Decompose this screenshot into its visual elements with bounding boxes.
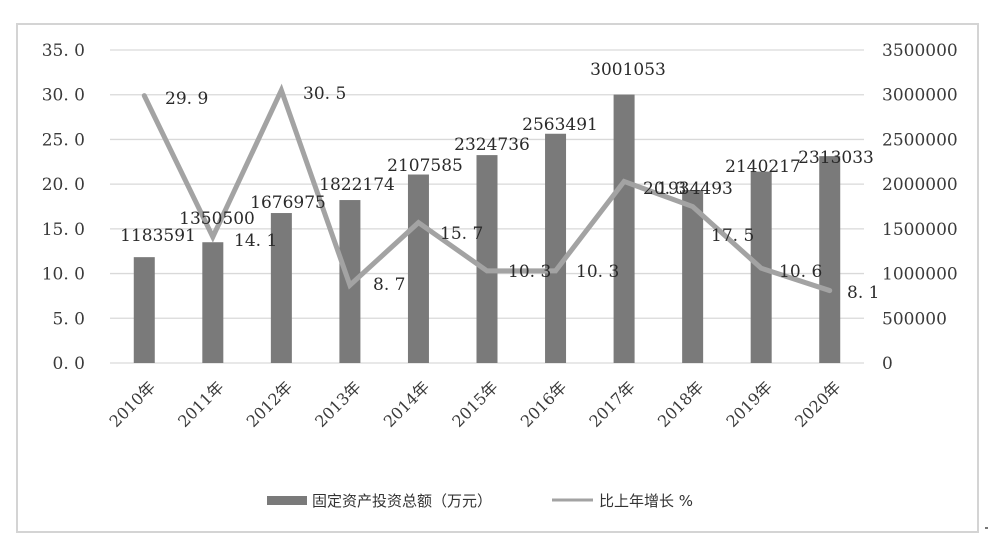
bar-value-label: 1934493 [657, 179, 733, 199]
left-axis-tick: 5. 0 [53, 309, 85, 329]
right-axis-tick: 1000000 [882, 265, 958, 285]
x-axis-label: 2017年 [585, 377, 639, 431]
legend-line-label: 比上年增长 % [599, 492, 693, 510]
line-value-label: 17. 5 [711, 226, 754, 246]
line-value-label: 8. 1 [847, 283, 879, 303]
line-value-label: 30. 5 [303, 84, 346, 104]
line-value-label: 29. 9 [165, 89, 208, 109]
x-axis-label: 2019年 [722, 377, 776, 431]
bar [476, 155, 498, 363]
line-value-label: 14. 1 [234, 231, 277, 251]
x-axis-label: 2013年 [311, 377, 365, 431]
left-axis-tick: 0. 0 [53, 354, 85, 374]
bar-series [133, 94, 841, 363]
legend-bar-label: 固定资产投资总额（万元） [312, 492, 492, 510]
left-axis-tick: 25. 0 [42, 130, 85, 150]
chart-frame [16, 23, 979, 533]
right-axis-tick: 3000000 [882, 86, 958, 106]
line-value-label: 8. 7 [373, 275, 405, 295]
bar [202, 242, 224, 363]
line-value-label: 20. 3 [643, 179, 686, 199]
left-axis-tick: 20. 0 [42, 175, 85, 195]
right-y-axis: 0 500000 1000000 1500000 2000000 2500000 30000… [882, 41, 958, 374]
x-axis-label: 2014年 [380, 377, 434, 431]
left-axis-tick: 15. 0 [42, 220, 85, 240]
line-value-label: 10. 3 [508, 262, 551, 282]
bar [545, 133, 567, 363]
right-axis-tick: 3500000 [882, 41, 958, 61]
bar-value-label: 2140217 [725, 157, 801, 177]
x-axis-label: 2010年 [106, 377, 160, 431]
bar-data-labels: 1183591135050016769751822174210758523247… [120, 60, 874, 246]
bar [407, 174, 429, 363]
bar-value-label: 1183591 [120, 226, 196, 246]
bar-value-label: 1822174 [319, 175, 395, 195]
left-y-axis: 0. 0 5. 0 10. 0 15. 0 20. 0 25. 0 30. 0 35. 0 [42, 41, 85, 374]
bar-value-label: 2107585 [387, 156, 463, 176]
growth-line [141, 83, 833, 294]
bar-value-label: 1350500 [179, 209, 255, 229]
bar [682, 190, 704, 363]
right-axis-tick: 0 [882, 354, 893, 374]
line-value-label: 15. 7 [440, 224, 483, 244]
x-axis-label: 2015年 [448, 377, 502, 431]
bar-value-label: 1676975 [250, 193, 326, 213]
left-axis-tick: 30. 0 [42, 86, 85, 106]
line-data-labels: 29. 914. 130. 58. 715. 710. 3 10. 320. 31… [165, 84, 879, 303]
legend: 固定资产投资总额（万元） 比上年增长 % [267, 492, 693, 510]
bar-value-label: 2563491 [522, 115, 598, 135]
x-axis: 2010年 2011年 2012年 2013年 2014年 2015年 2016年 2017年… [106, 377, 845, 431]
right-axis-tick: 2500000 [882, 130, 958, 150]
x-axis-label: 2018年 [654, 377, 708, 431]
bar [270, 213, 292, 363]
bar [819, 156, 841, 363]
bar [133, 257, 155, 363]
x-axis-label: 2016年 [517, 377, 571, 431]
left-axis-tick: 35. 0 [42, 41, 85, 61]
legend-bar-swatch [267, 496, 307, 505]
x-axis-label: 2011年 [174, 377, 228, 431]
x-axis-label: 2020年 [791, 377, 845, 431]
left-axis-tick: 10. 0 [42, 265, 85, 285]
bar-value-label: 2313033 [798, 148, 874, 168]
line-series [141, 83, 833, 294]
stray-mark [985, 527, 988, 529]
right-axis-tick: 500000 [882, 309, 947, 329]
line-value-label: 10. 6 [779, 262, 822, 282]
right-axis-tick: 1500000 [882, 220, 958, 240]
line-value-label: 10. 3 [576, 262, 619, 282]
x-axis-label: 2012年 [243, 377, 297, 431]
bar-value-label: 2324736 [454, 135, 530, 155]
right-axis-tick: 2000000 [882, 175, 958, 195]
bar [613, 94, 635, 363]
bar-value-label: 3001053 [590, 60, 666, 80]
